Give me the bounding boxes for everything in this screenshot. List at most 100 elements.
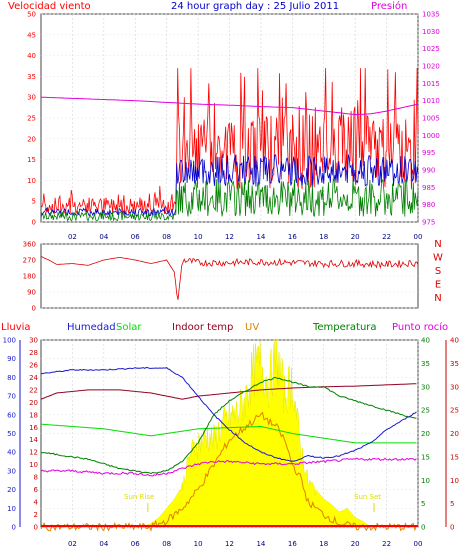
wind-speed-tick: 5 [32,198,36,206]
humidity-tick: 40 [7,449,16,457]
pressure-tick: 1005 [422,115,440,123]
temperature-tick: 5 [421,500,425,508]
pressure-label: Presión [371,0,407,12]
wind-direction-line [40,256,419,300]
dewpoint-tick: 10 [450,477,459,485]
pressure-tick: 985 [422,184,435,192]
x-tick-label: 10 [194,233,203,241]
x-tick-label: 04 [99,540,108,548]
x-tick-label: 18 [319,233,328,241]
humidity-tick: 30 [7,467,16,475]
direction-compass-label: S [435,266,441,277]
indoor-temp-tick: 20 [29,399,38,407]
temperature-tick: 15 [421,453,430,461]
direction-tick: 270 [23,257,36,265]
direction-tick: 180 [23,273,36,281]
indoor-temp-tick: 22 [29,386,38,394]
wind-speed-tick: 35 [27,73,36,81]
humidity-tick: 70 [7,393,16,401]
direction-compass-label: N [434,239,441,250]
sun-set-label: Sun Set [354,493,381,501]
wind-average-line [40,154,419,217]
x-tick-label: 16 [288,233,297,241]
humidity-tick: 20 [7,486,16,494]
temperature-tick: 0 [421,524,425,532]
humidity-tick: 60 [7,411,16,419]
dewpoint-tick: 25 [450,407,459,415]
x-tick-label: 02 [68,233,77,241]
x-tick-label: 00 [414,233,423,241]
pressure-tick: 1010 [422,97,440,105]
x-tick-label: 16 [288,540,297,548]
pressure-tick: 1035 [422,11,440,19]
indoor-temp-tick: 14 [29,436,38,444]
pressure-tick: 1015 [422,80,440,88]
humidity-tick: 10 [7,505,16,513]
x-tick-label: 20 [351,233,360,241]
pressure-tick: 990 [422,167,435,175]
dewpoint-tick: 15 [450,453,459,461]
legend-solar: Solar [116,322,142,333]
dewpoint-line [40,457,417,477]
direction-compass-label: E [435,280,441,291]
direction-compass-label: W [433,253,443,264]
legend-indoor-temp: Indoor temp [172,322,233,333]
wind-speed-tick: 0 [32,219,36,227]
x-tick-label: 08 [162,233,171,241]
dewpoint-tick: 35 [450,360,459,368]
x-tick-label: 00 [414,540,423,548]
wind-speed-tick: 40 [27,52,36,60]
wind-minimum-line [40,178,419,222]
humidity-tick: 90 [7,355,16,363]
legend-dewpoint: Punto rocío [392,321,448,333]
x-tick-label: 22 [382,540,391,548]
indoor-temp-tick: 10 [29,461,38,469]
humidity-tick: 0 [12,524,16,532]
pressure-tick: 1000 [422,132,440,140]
wind-speed-tick: 15 [27,156,36,164]
dewpoint-tick: 5 [450,500,454,508]
wind-speed-tick: 30 [27,94,36,102]
wind-speed-tick: 50 [27,11,36,19]
indoor-temp-tick: 12 [29,449,38,457]
wind-speed-label: Velocidad viento [8,1,91,12]
temperature-tick: 40 [421,337,430,345]
pressure-tick: 1030 [422,28,440,36]
temperature-tick: 25 [421,407,430,415]
dewpoint-tick: 30 [450,383,459,391]
indoor-temp-tick: 16 [29,424,38,432]
temperature-line [40,376,417,475]
chart-title: 24 hour graph day : 25 Julio 2011 [171,1,339,12]
direction-tick: 0 [32,305,36,313]
pressure-line [40,96,419,116]
legend-rain: Lluvia [1,322,31,333]
temperature-tick: 30 [421,383,430,391]
solar-line [40,423,417,444]
wind-speed-tick: 25 [27,115,36,123]
direction-compass-label: N [434,293,441,304]
wind-speed-tick: 20 [27,135,36,143]
indoor-temp-line [40,383,417,400]
legend-humidity: Humedad [67,322,116,333]
indoor-temp-tick: 2 [34,511,38,519]
x-tick-label: 20 [351,540,360,548]
wind-speed-line [40,68,419,216]
x-tick-label: 04 [99,233,108,241]
climate-panel: 0102030405060708090100024681012141618202… [3,337,459,549]
x-tick-label: 22 [382,233,391,241]
legend-uv: UV [245,322,259,333]
pressure-tick: 995 [422,149,435,157]
pressure-tick: 1020 [422,63,440,71]
indoor-temp-tick: 18 [29,411,38,419]
wind-pressure-panel: 0510152025303540455097598098599099510001… [27,11,440,242]
indoor-temp-tick: 26 [29,361,38,369]
x-tick-label: 14 [256,233,265,241]
dewpoint-tick: 20 [450,430,459,438]
temperature-tick: 35 [421,360,430,368]
pressure-tick: 980 [422,201,435,209]
x-tick-label: 08 [162,540,171,548]
indoor-temp-tick: 8 [34,474,38,482]
x-tick-label: 18 [319,540,328,548]
